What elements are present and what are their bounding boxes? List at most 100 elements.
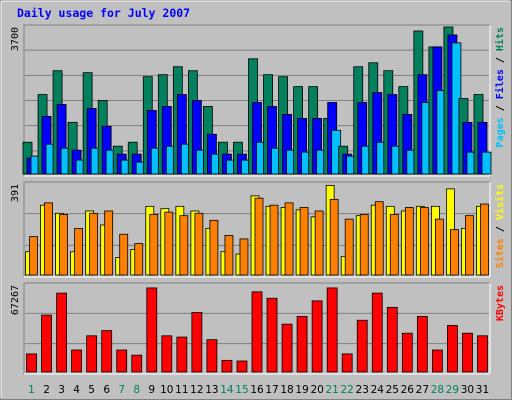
kbytes-bar-kbytes [386, 306, 398, 373]
visits-bar-sites [419, 207, 429, 276]
visits-bar-sites [29, 236, 38, 276]
chart-panels: 3700 Pages / Files / Hits 391 Sites / Visit… [10, 24, 506, 375]
visits-bar-sites [44, 202, 53, 276]
kbytes-bar-kbytes [371, 292, 383, 373]
visits-bar-sites [284, 202, 294, 276]
visits-bar-sites [179, 215, 189, 276]
x-tick-label: 5 [88, 384, 95, 396]
visits-bar-sites [450, 229, 459, 276]
visits-bar-sites [359, 214, 369, 276]
visits-series-label-sites: Sites [494, 238, 506, 268]
x-tick-label: 30 [461, 384, 474, 396]
kbytes-bar-kbytes [281, 323, 293, 373]
x-tick-label: 13 [205, 384, 218, 396]
visits-bar-sites [74, 228, 84, 276]
kbytes-bar-kbytes [176, 336, 188, 373]
kbytes-bar-kbytes [266, 297, 278, 373]
x-tick-label: 9 [148, 384, 155, 396]
hits-series-label: Pages / Files / Hits [494, 27, 506, 147]
visits-bar-sites [164, 211, 174, 276]
visits-bar-sites [149, 214, 159, 276]
x-tick-label: 18 [280, 384, 293, 396]
visits-bar-sites [329, 198, 339, 276]
kbytes-bar-kbytes [311, 300, 323, 373]
kbytes-bar-kbytes [56, 292, 67, 373]
x-axis-day-labels: 1 2 3 4 5 6 7 8 9 10 11 12 13 14 15 16 17 18 19 20 21 22 23 24 2… [28, 384, 489, 396]
visits-bar-sites [434, 218, 444, 276]
kbytes-bar-kbytes [447, 325, 458, 373]
kbytes-bar-kbytes [206, 339, 218, 373]
x-tick-label: 1 [28, 384, 35, 396]
kbytes-bar-kbytes [26, 353, 37, 373]
kbytes-bar-kbytes [191, 312, 203, 373]
visits-bar-sites [224, 235, 234, 276]
kbytes-bar-kbytes [431, 349, 443, 373]
kbytes-bar-kbytes [41, 314, 52, 373]
visits-bar-sites [59, 214, 68, 276]
visits-bar-sites [194, 212, 204, 276]
x-tick-label: 11 [175, 384, 188, 396]
x-tick-label: 28 [431, 384, 444, 396]
x-tick-label: 25 [386, 384, 399, 396]
x-tick-label: 29 [446, 384, 459, 396]
kbytes-bar-kbytes [462, 332, 473, 373]
kbytes-series-label-kbytes: KBytes [495, 285, 506, 321]
x-tick-label: 16 [250, 384, 264, 396]
kbytes-bar-kbytes [221, 359, 233, 373]
visits-bar-sites [89, 212, 99, 276]
x-tick-label: 17 [265, 384, 278, 396]
kbytes-bar-kbytes [416, 315, 428, 373]
x-tick-label: 27 [416, 384, 429, 396]
visits-bar-sites [119, 233, 129, 276]
x-tick-label: 8 [133, 384, 140, 396]
x-tick-label: 4 [73, 384, 80, 396]
visits-bar-sites [134, 243, 144, 276]
visits-max-label: 391 [10, 184, 21, 202]
kbytes-bar-kbytes [251, 291, 263, 373]
visits-bar-sites [404, 207, 414, 276]
hits-series-label-hits: Hits [494, 27, 506, 51]
kbytes-bar-kbytes [116, 349, 128, 373]
kbytes-bar-kbytes [71, 349, 83, 373]
kbytes-bar-kbytes [86, 335, 98, 373]
kbytes-bar-kbytes [296, 315, 308, 373]
x-tick-label: 3 [58, 384, 65, 396]
visits-bar-sites [299, 207, 309, 276]
kbytes-bar-kbytes [101, 330, 113, 373]
visits-bar-sites [269, 204, 279, 276]
kbytes-bar-kbytes [131, 354, 143, 373]
x-tick-label: 12 [190, 384, 203, 396]
kbytes-bar-kbytes [341, 353, 353, 373]
visits-bar-sites [314, 210, 324, 276]
hits-bar-pages [481, 151, 492, 175]
x-tick-label: 10 [160, 384, 173, 396]
x-tick-label: 14 [220, 384, 234, 396]
kbytes-series-label: KBytes [495, 285, 506, 321]
x-tick-label: 19 [295, 384, 308, 396]
visits-bar-sites [344, 218, 354, 276]
kbytes-max-label: 67267 [10, 285, 21, 315]
x-tick-label: 24 [371, 384, 385, 396]
hits-series-label-pages: Pages [495, 117, 506, 147]
kbytes-panel: 67267 KBytes [10, 282, 506, 375]
hits-series-label-files: Files [494, 69, 506, 99]
x-tick-label: 21 [325, 384, 338, 396]
visits-bar-sites [254, 197, 264, 276]
x-tick-label: 6 [103, 384, 110, 396]
visits-bar-sites [465, 215, 474, 276]
kbytes-bar-kbytes [401, 332, 413, 373]
visits-bar-sites [239, 238, 249, 276]
x-tick-label: 2 [43, 384, 50, 396]
visits-series-label-visits: Visits [494, 184, 506, 220]
x-tick-label: 26 [401, 384, 415, 396]
visits-bar-sites [209, 219, 219, 276]
x-tick-label: 22 [341, 384, 354, 396]
x-tick-label: 20 [310, 384, 323, 396]
x-tick-label: 15 [235, 384, 248, 396]
kbytes-bar-kbytes [236, 360, 248, 373]
visits-bar-sites [104, 210, 114, 276]
kbytes-bar-kbytes [356, 319, 368, 373]
kbytes-bar-kbytes [161, 335, 173, 373]
